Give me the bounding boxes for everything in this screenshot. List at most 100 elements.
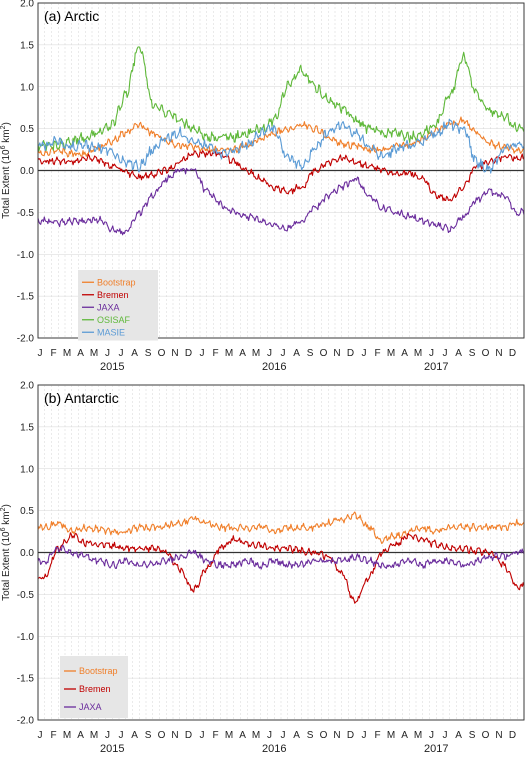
x-tick-label: A	[293, 348, 300, 359]
legend-label: Bootstrap	[97, 277, 136, 287]
y-tick-label: -1.5	[17, 674, 35, 685]
x-tick-label: M	[387, 348, 395, 359]
x-tick-label: J	[105, 348, 110, 359]
x-tick-label: A	[455, 730, 462, 741]
series-line-jaxa	[37, 167, 525, 236]
series-line-osisaf	[37, 46, 525, 152]
x-tick-label: D	[185, 730, 192, 741]
x-tick-label: N	[333, 348, 340, 359]
x-tick-label: J	[443, 348, 448, 359]
x-tick-label: J	[281, 730, 286, 741]
x-tick-label: A	[455, 348, 462, 359]
x-tick-label: D	[509, 348, 516, 359]
x-tick-label: D	[347, 348, 354, 359]
y-tick-label: 0.5	[20, 124, 34, 135]
x-tick-label: M	[252, 348, 260, 359]
year-label: 2017	[424, 361, 448, 373]
y-tick-label: 0.0	[20, 166, 34, 177]
x-tick-label: O	[158, 730, 166, 741]
panel-title: (a) Arctic	[44, 8, 99, 24]
x-tick-label: O	[482, 730, 490, 741]
x-tick-label: O	[320, 348, 328, 359]
x-tick-label: M	[387, 730, 395, 741]
panel-title: (b) Antarctic	[44, 390, 119, 406]
legend-box	[60, 656, 128, 718]
y-axis-label: Total Extent (106 km2)	[0, 504, 12, 601]
x-tick-label: F	[374, 730, 380, 741]
x-tick-label: D	[185, 348, 192, 359]
y-tick-label: -2.0	[17, 716, 35, 727]
year-label: 2015	[100, 361, 124, 373]
x-tick-label: N	[333, 730, 340, 741]
x-tick-label: J	[267, 730, 272, 741]
x-tick-label: A	[293, 730, 300, 741]
x-tick-label: M	[225, 730, 233, 741]
x-tick-label: M	[414, 348, 422, 359]
x-tick-label: J	[362, 348, 367, 359]
series-line-bremen	[37, 532, 525, 604]
series-line-bootstrap	[37, 511, 525, 545]
x-tick-label: O	[320, 730, 328, 741]
x-tick-label: S	[469, 730, 476, 741]
x-tick-label: N	[495, 348, 502, 359]
y-tick-label: 2.0	[20, 0, 34, 10]
antarctic-panel: 2.0 1.5 1.0 0.5 0.0 -0.5 -1.0 -1.5 -2.0 (b) Antar…	[0, 381, 525, 755]
x-tick-label: A	[239, 730, 246, 741]
x-tick-label: M	[414, 730, 422, 741]
legend-label: MASIE	[97, 327, 125, 337]
legend-label: Bremen	[79, 684, 111, 694]
x-tick-label: N	[171, 730, 178, 741]
arctic-panel: 2.0 1.5 1.0 0.5 0.0 -0.5 -1.0 -1.5 -2.0 (a) Arcti…	[0, 0, 525, 373]
year-label: 2017	[424, 743, 448, 755]
x-tick-label: S	[469, 348, 476, 359]
series-line-bremen	[37, 150, 525, 202]
year-label: 2015	[100, 743, 124, 755]
x-tick-label: J	[362, 730, 367, 741]
x-tick-label: J	[38, 348, 43, 359]
x-tick-label: A	[77, 730, 84, 741]
legend-label: JAXA	[97, 302, 120, 312]
x-tick-label: S	[307, 730, 314, 741]
x-tick-label: J	[105, 730, 110, 741]
legend-label: Bootstrap	[79, 666, 118, 676]
x-tick-label: J	[119, 730, 124, 741]
y-tick-label: -1.0	[17, 250, 35, 261]
x-tick-label: S	[307, 348, 314, 359]
x-tick-label: J	[38, 730, 43, 741]
x-tick-label: A	[131, 348, 138, 359]
y-tick-label: 1.5	[20, 40, 34, 51]
x-tick-label: F	[212, 730, 218, 741]
y-tick-label: -2.0	[17, 334, 35, 345]
y-tick-label: -1.5	[17, 292, 35, 303]
x-tick-label: M	[90, 730, 98, 741]
x-tick-label: A	[401, 730, 408, 741]
x-tick-label: F	[50, 730, 56, 741]
x-tick-label: J	[267, 348, 272, 359]
x-tick-label: S	[145, 348, 152, 359]
x-tick-label: J	[443, 730, 448, 741]
x-tick-label: J	[429, 348, 434, 359]
x-tick-label: A	[401, 348, 408, 359]
y-tick-label: 0.5	[20, 506, 34, 517]
x-tick-label: M	[225, 348, 233, 359]
x-tick-label: J	[429, 730, 434, 741]
y-tick-label: 1.0	[20, 82, 34, 93]
x-tick-label: F	[212, 348, 218, 359]
legend-label: Bremen	[97, 290, 129, 300]
y-tick-label: 2.0	[20, 381, 34, 392]
year-label: 2016	[262, 361, 286, 373]
x-tick-label: J	[119, 348, 124, 359]
x-tick-label: M	[252, 730, 260, 741]
y-tick-label: 1.5	[20, 422, 34, 433]
x-tick-label: F	[50, 348, 56, 359]
plot-frame	[37, 2, 525, 339]
x-tick-label: A	[239, 348, 246, 359]
x-tick-label: N	[171, 348, 178, 359]
x-tick-label: F	[374, 348, 380, 359]
y-tick-label: 1.0	[20, 464, 34, 475]
plot-frame	[37, 384, 525, 721]
x-tick-label: O	[158, 348, 166, 359]
x-tick-label: M	[63, 348, 71, 359]
x-tick-label: A	[77, 348, 84, 359]
